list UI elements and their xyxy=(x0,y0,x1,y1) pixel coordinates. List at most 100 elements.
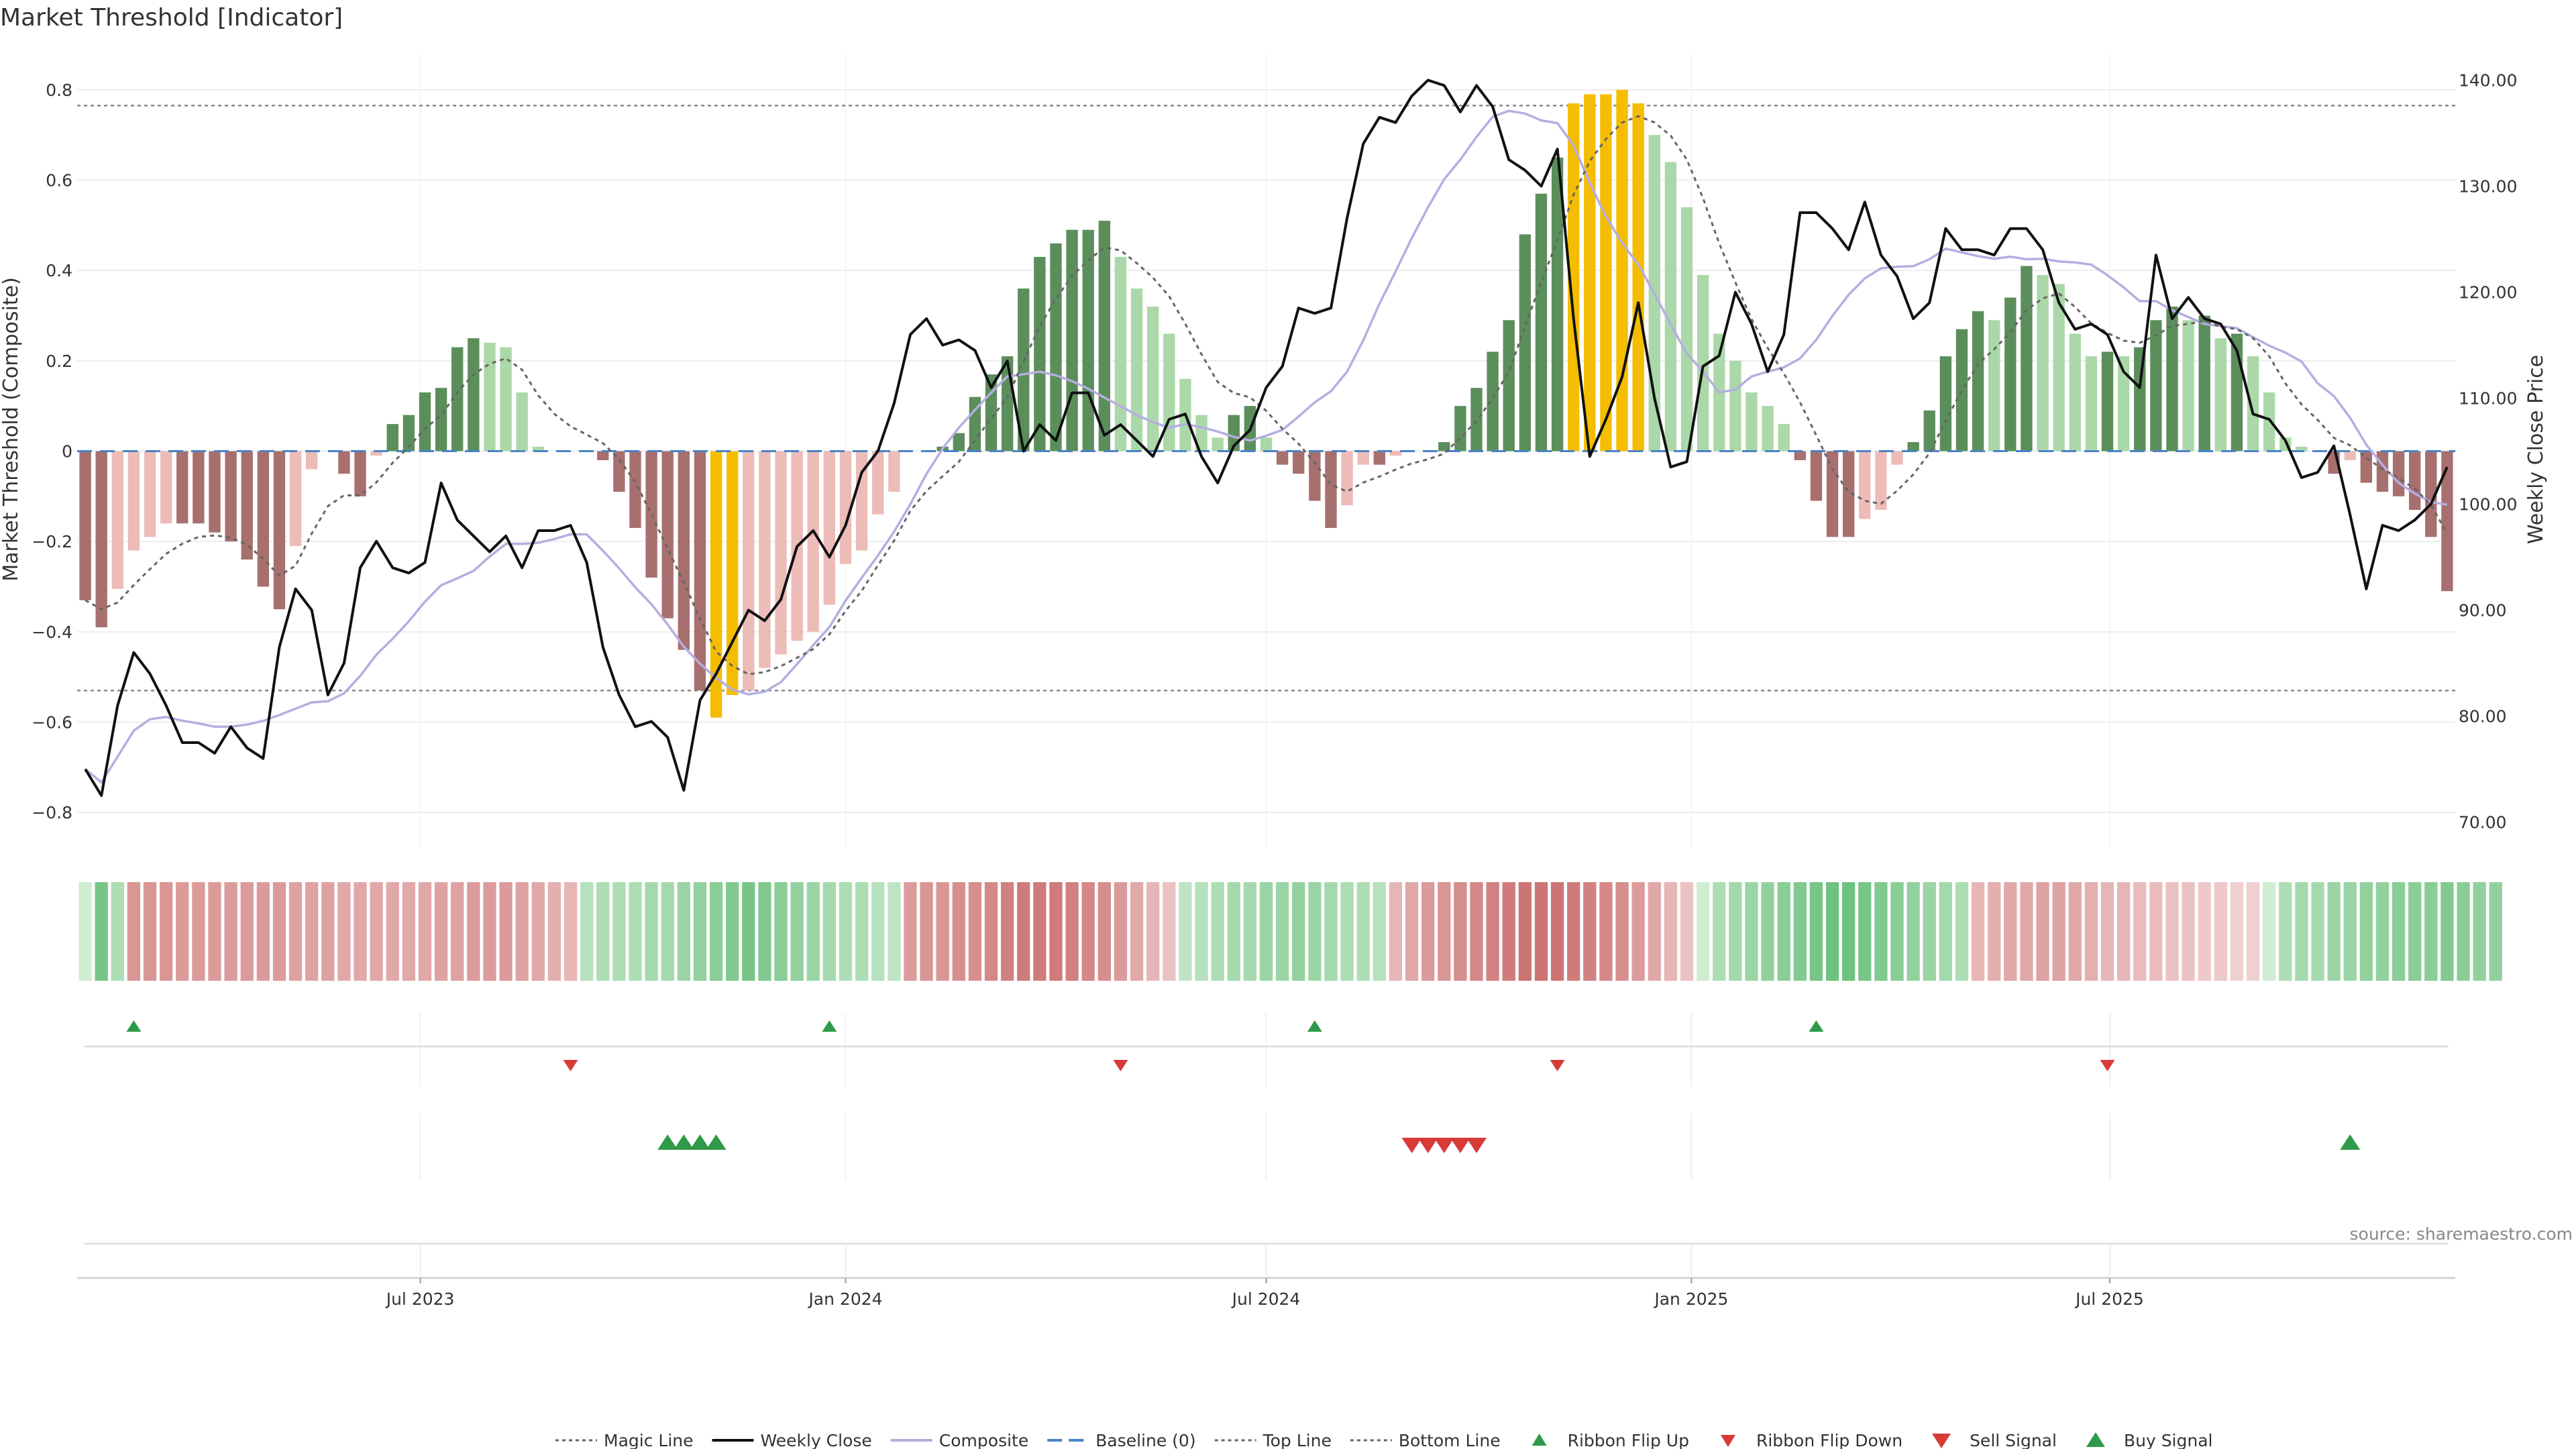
ribbon-cell xyxy=(2133,882,2147,981)
ribbon-cell xyxy=(1858,882,1872,981)
ribbon-cell xyxy=(1793,882,1807,981)
ribbon-cell xyxy=(370,882,383,981)
ribbon-cell xyxy=(78,882,92,981)
ribbon-cell xyxy=(580,882,594,981)
composite-bar xyxy=(2166,307,2178,451)
legend-item: Buy Signal xyxy=(2086,1431,2213,1449)
composite-bar xyxy=(2214,338,2227,451)
right-tick-label: 100.00 xyxy=(2459,495,2517,515)
ribbon-flip-up-marker xyxy=(126,1020,142,1032)
composite-bar xyxy=(1875,451,1887,511)
ribbon-cell xyxy=(2327,882,2341,981)
composite-bar xyxy=(1778,424,1790,451)
ribbon-cell xyxy=(159,882,173,981)
composite-bar xyxy=(2101,352,2114,451)
ribbon-cell xyxy=(127,882,141,981)
ribbon-cell xyxy=(2424,882,2438,981)
ribbon-cell xyxy=(1550,882,1564,981)
legend-item: Bottom Line xyxy=(1350,1431,1501,1449)
composite-bar xyxy=(1195,415,1208,451)
composite-bar xyxy=(1260,437,1273,451)
composite-bar xyxy=(176,451,189,524)
ribbon-cell xyxy=(2489,882,2502,981)
composite-bar xyxy=(1794,451,1806,460)
ribbon-cell xyxy=(1114,882,1128,981)
ribbon-cell xyxy=(1017,882,1030,981)
left-tick-label: 0.2 xyxy=(46,352,72,371)
x-tick-label: Jul 2025 xyxy=(2074,1289,2144,1309)
left-tick-label: −0.6 xyxy=(32,712,72,732)
legend-item: Magic Line xyxy=(555,1431,694,1449)
ribbon-cell xyxy=(2408,882,2422,981)
ribbon-cell xyxy=(143,882,157,981)
ribbon-cell xyxy=(467,882,480,981)
composite-bar xyxy=(775,451,787,655)
ribbon-cell xyxy=(1777,882,1790,981)
ribbon-flip-up-marker xyxy=(1809,1020,1824,1032)
composite-bar xyxy=(953,433,965,451)
ribbon-cell xyxy=(354,882,367,981)
ribbon-strip xyxy=(78,882,2502,981)
ribbon-cell xyxy=(1648,882,1661,981)
composite-bar xyxy=(872,451,884,515)
ribbon-cell xyxy=(1259,882,1273,981)
composite-bar xyxy=(127,451,140,551)
ribbon-cell xyxy=(709,882,723,981)
ribbon-cell xyxy=(1745,882,1758,981)
ribbon-cell xyxy=(2149,882,2163,981)
x-axis: Jul 2023 Jan 2024 Jul 2024 Jan 2025 Jul 2025 xyxy=(77,1244,2455,1309)
sell-signal-marker xyxy=(1417,1138,1438,1153)
ribbon-cell xyxy=(952,882,965,981)
ribbon-cell xyxy=(1615,882,1629,981)
composite-bar xyxy=(2004,297,2017,451)
ribbon-cell xyxy=(806,882,820,981)
right-tick-label: 110.00 xyxy=(2459,389,2517,409)
legend-label: Buy Signal xyxy=(2124,1431,2213,1449)
ribbon-cell xyxy=(2068,882,2082,981)
composite-bar xyxy=(1018,288,1030,451)
composite-bar xyxy=(2409,451,2421,511)
composite-bar xyxy=(354,451,366,496)
legend-item: Ribbon Flip Down xyxy=(1720,1431,1902,1449)
ribbon-cell xyxy=(1923,882,1936,981)
composite-bar xyxy=(2392,451,2405,496)
left-axis-label: Market Threshold (Composite) xyxy=(0,277,23,582)
ribbon-flip-down-marker xyxy=(1113,1060,1128,1071)
composite-bar xyxy=(209,451,221,533)
composite-bar xyxy=(839,451,852,564)
left-tick-label: 0.4 xyxy=(46,261,72,280)
ribbon-cell xyxy=(1211,882,1224,981)
ribbon-cell xyxy=(822,882,837,981)
x-tick-label: Jul 2024 xyxy=(1231,1289,1301,1309)
composite-bar xyxy=(160,451,172,524)
ribbon-flip-down-marker xyxy=(563,1060,578,1071)
ribbon-cell xyxy=(418,882,432,981)
ribbon-cell xyxy=(871,882,885,981)
composite-line xyxy=(84,109,2448,784)
ribbon-cell xyxy=(839,882,853,981)
legend-label: Weekly Close xyxy=(761,1431,872,1449)
ribbon-cell xyxy=(2116,882,2131,981)
composite-bar xyxy=(95,451,107,628)
ribbon-cell xyxy=(774,882,788,981)
ribbon-cell xyxy=(2246,882,2260,981)
composite-bar xyxy=(1309,451,1321,501)
composite-bar xyxy=(1729,360,1741,451)
ribbon-cell xyxy=(1599,882,1613,981)
ribbon-cell xyxy=(402,882,416,981)
composite-bar xyxy=(855,451,868,551)
composite-bar xyxy=(1584,94,1596,451)
ribbon-cell xyxy=(1340,882,1354,981)
composite-bar xyxy=(1066,229,1078,451)
ribbon-cell xyxy=(1502,882,1515,981)
ribbon-cell xyxy=(2004,882,2017,981)
ribbon-cell xyxy=(726,882,739,981)
ribbon-cell xyxy=(1842,882,1856,981)
ribbon-cell xyxy=(2263,882,2276,981)
ribbon-cell xyxy=(1373,882,1386,981)
ribbon-cell xyxy=(2182,882,2195,981)
ribbon-cell xyxy=(1939,882,1953,981)
legend-label: Sell Signal xyxy=(1970,1431,2057,1449)
ribbon-cell xyxy=(2020,882,2033,981)
composite-bar xyxy=(532,446,544,451)
